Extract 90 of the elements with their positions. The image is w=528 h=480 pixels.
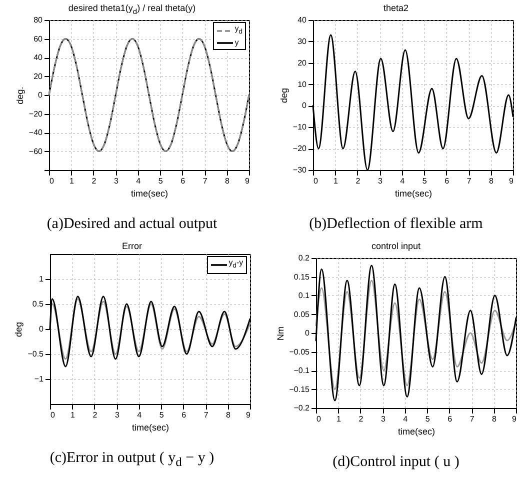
- x-tick-label: 9: [246, 410, 251, 420]
- y-tick-label: −0.2: [294, 404, 310, 412]
- chart-title: control input: [370, 240, 422, 252]
- x-tick-label: 5: [158, 410, 164, 420]
- y-tick-label: 20: [297, 58, 307, 68]
- y-axis-title: deg: [278, 88, 288, 104]
- x-tick-label: 9: [508, 176, 514, 186]
- y-tick-label: 20: [33, 72, 43, 81]
- legend-label: y: [234, 38, 239, 47]
- x-tick-label: 0: [49, 176, 54, 186]
- x-tick-label: 9: [244, 176, 250, 186]
- y-tick-label: −40: [28, 128, 43, 137]
- y-tick-label: 0.15: [294, 272, 310, 282]
- legend-label: y$_{d}$: [234, 24, 242, 36]
- y-tick-label: 40: [33, 53, 43, 62]
- y-tick-label: −0.15: [289, 384, 310, 394]
- x-tick-label: 7: [202, 176, 208, 186]
- x-tick-label: 8: [226, 410, 231, 420]
- text: (a)Desired and actual output: [46, 216, 218, 233]
- y-tick-label: 0.5: [32, 300, 44, 308]
- y-tick-label: 0: [302, 101, 307, 110]
- y-tick-label: 0.05: [294, 310, 310, 319]
- x-tick-label: 2: [91, 176, 96, 186]
- y-tick-label: 0: [38, 324, 44, 334]
- x-tick-label: 3: [113, 176, 118, 186]
- x-tick-label: 9: [512, 414, 518, 424]
- y-tick-label: 10: [297, 80, 307, 89]
- y-tick-label: −20: [28, 109, 43, 118]
- y-tick-label: −0.05: [289, 347, 310, 356]
- x-tick-label: 8: [492, 414, 498, 424]
- x-tick-label: 0: [313, 176, 318, 186]
- y-tick-label: 0: [38, 90, 43, 100]
- chart-title: theta2: [382, 2, 410, 14]
- x-tick-label: 5: [158, 176, 163, 186]
- chart-title: desired theta1(y$_{d}$) / real theta(y): [67, 2, 197, 16]
- x-tick-label: 8: [224, 176, 230, 186]
- x-tick-label: 3: [377, 176, 382, 186]
- y-axis-title: deg.: [14, 86, 24, 104]
- x-tick-label: 3: [380, 414, 386, 424]
- y-tick-label: 30: [297, 36, 307, 46]
- y-tick-label: 0.1: [298, 291, 310, 300]
- y-tick-label: 1: [38, 274, 44, 284]
- y-tick-label: 60: [33, 34, 43, 44]
- x-tick-label: 3: [114, 410, 120, 420]
- x-tick-label: 7: [470, 414, 475, 424]
- x-tick-label: 1: [332, 176, 338, 186]
- y-tick-label: 0.2: [298, 254, 310, 262]
- x-tick-label: 2: [358, 414, 364, 424]
- text: (b)Deflection of flexible arm: [308, 216, 484, 233]
- x-axis-title: time(sec): [130, 188, 168, 198]
- y-tick-label: −0.5: [27, 350, 44, 358]
- x-tick-label: 7: [466, 176, 472, 186]
- x-tick-label: 8: [488, 176, 494, 186]
- text: (c)Error in output ( y$_{d}$ − y ): [48, 450, 216, 470]
- x-tick-label: 4: [403, 414, 408, 424]
- x-tick-label: 6: [448, 414, 453, 424]
- x-tick-label: 0: [316, 414, 322, 424]
- x-tick-label: 2: [92, 410, 98, 420]
- x-axis-title: time(sec): [398, 426, 436, 436]
- x-tick-label: 6: [180, 176, 186, 186]
- text: (d)Control input ( u ): [332, 454, 460, 471]
- x-tick-label: 4: [136, 410, 142, 420]
- x-tick-label: 4: [400, 176, 405, 186]
- y-tick-label: −0.1: [294, 366, 310, 375]
- y-tick-label: 80: [33, 16, 43, 24]
- x-tick-label: 1: [336, 414, 342, 424]
- chart-title: Error: [121, 240, 143, 252]
- x-tick-label: 2: [355, 176, 360, 186]
- y-tick-label: 40: [297, 16, 307, 24]
- x-tick-label: 1: [70, 410, 75, 420]
- x-tick-label: 1: [68, 176, 74, 186]
- x-tick-label: 6: [444, 176, 450, 186]
- y-tick-label: −10: [292, 122, 307, 132]
- y-tick-label: −60: [28, 146, 43, 156]
- line-series: [315, 280, 517, 390]
- y-tick-label: −20: [292, 144, 307, 154]
- y-tick-label: −30: [292, 166, 307, 174]
- y-axis-title: deg: [13, 322, 24, 338]
- x-tick-label: 7: [203, 410, 208, 420]
- x-axis-title: time(sec): [131, 422, 169, 432]
- y-tick-label: 0: [305, 328, 310, 338]
- y-axis-title: Nm: [275, 326, 286, 340]
- x-tick-label: 5: [422, 176, 427, 186]
- x-tick-label: 4: [136, 176, 141, 186]
- x-tick-label: 5: [425, 414, 430, 424]
- y-tick-label: −1: [34, 374, 44, 384]
- x-axis-title: time(sec): [394, 188, 432, 198]
- legend-label: y$_{d}$-y: [228, 258, 244, 270]
- x-tick-label: 6: [181, 410, 186, 420]
- x-tick-label: 0: [50, 410, 55, 420]
